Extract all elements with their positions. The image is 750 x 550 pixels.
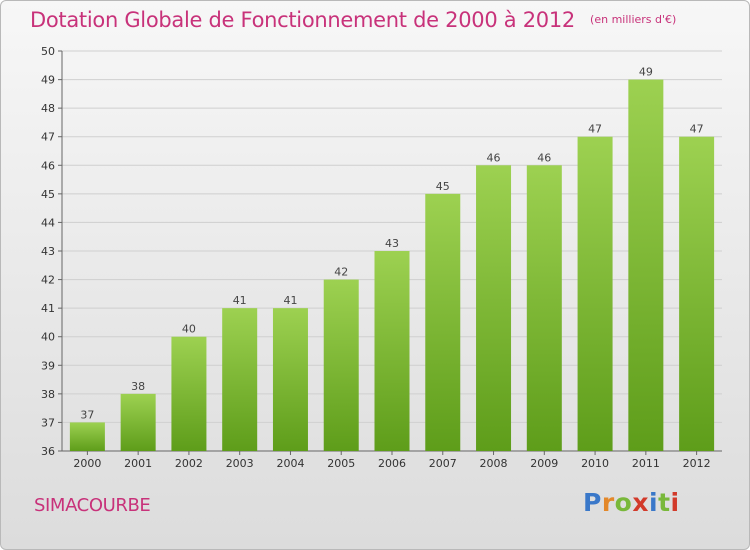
bar-value-label: 45 [436,180,450,193]
bar [425,193,461,451]
bar-value-label: 41 [233,294,247,307]
bar-value-label: 46 [487,151,501,164]
commune-name: SIMACOURBE [34,495,151,516]
bar [272,308,308,451]
x-tick-label: 2004 [276,457,304,470]
logo-letter: i [670,488,680,517]
y-tick-label: 36 [41,445,55,458]
x-tick-labels: 2000 2001 2002 2003 2004 2005 2006 2007 2008 2009… [73,451,711,470]
bar-value-label: 40 [182,323,196,336]
bar [171,336,207,451]
x-tick-label: 2006 [378,457,406,470]
value-labels: 37 38 40 41 41 42 43 45 46 46 47 49 47 [80,66,703,422]
y-tick-label: 50 [41,45,55,58]
bar [679,136,715,451]
bar-value-label: 47 [588,123,602,136]
x-tick-label: 2012 [683,457,711,470]
bar [120,393,156,451]
logo-letter: r [601,488,615,517]
bar-value-label: 38 [131,380,145,393]
bars [69,79,715,452]
bar-value-label: 47 [690,123,704,136]
bar [69,422,105,451]
logo-letter: t [658,488,671,517]
y-tick-label: 49 [41,74,55,87]
y-tick-label: 39 [41,359,55,372]
bar [323,279,359,451]
bar [526,165,562,452]
x-tick-label: 2000 [73,457,101,470]
bar-value-label: 46 [537,151,551,164]
bar [577,136,613,451]
bar-value-label: 42 [334,266,348,279]
y-tick-label: 42 [41,274,55,287]
logo-letter: x [632,488,649,517]
y-tick-label: 38 [41,388,55,401]
logo-letter: o [614,488,633,517]
x-tick-label: 2011 [632,457,660,470]
y-tick-label: 41 [41,302,55,315]
bar [628,79,664,452]
y-tick-label: 40 [41,331,55,344]
x-tick-label: 2003 [226,457,254,470]
y-tick-label: 47 [41,131,55,144]
x-tick-label: 2010 [581,457,609,470]
y-tick-label: 48 [41,102,55,115]
x-tick-label: 2001 [124,457,152,470]
x-tick-label: 2009 [530,457,558,470]
y-tick-label: 45 [41,188,55,201]
bar-value-label: 49 [639,66,653,79]
chart-subtitle: (en milliers d'€) [590,13,677,26]
logo-letter: i [649,488,659,517]
x-tick-label: 2005 [327,457,355,470]
y-tick-label: 43 [41,245,55,258]
x-tick-label: 2002 [175,457,203,470]
x-tick-label: 2007 [429,457,457,470]
bar-value-label: 41 [283,294,297,307]
bar [374,251,410,451]
y-tick-labels: 36 37 38 39 40 41 42 43 44 45 46 47 48 49 50 [41,45,62,458]
y-tick-label: 46 [41,159,55,172]
title-row: Dotation Globale de Fonctionnement de 20… [30,8,676,32]
y-tick-label: 37 [41,416,55,429]
proxiti-logo: Proxiti [583,488,680,517]
x-tick-label: 2008 [480,457,508,470]
bar-value-label: 43 [385,237,399,250]
bar [476,165,512,452]
chart-title: Dotation Globale de Fonctionnement de 20… [30,8,575,32]
y-tick-label: 44 [41,216,55,229]
logo-letter: P [583,488,602,517]
bar-value-label: 37 [80,408,94,421]
bar [222,308,258,451]
